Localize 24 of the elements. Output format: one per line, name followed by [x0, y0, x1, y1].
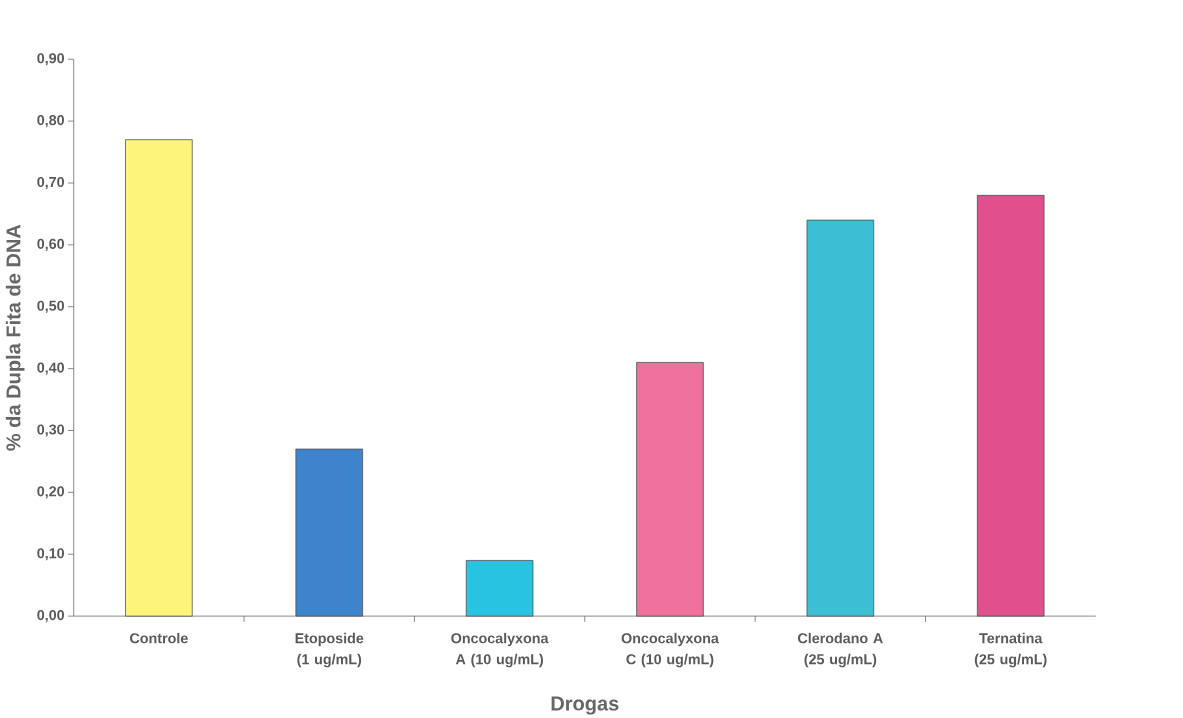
y-tick-label: 0,00: [37, 610, 64, 623]
bar: [295, 448, 363, 617]
x-tick-label: Oncocalyxona C (10 ug/mL): [621, 632, 719, 668]
y-tick-label: 0,30: [37, 424, 64, 437]
bar: [636, 362, 704, 617]
y-tick-label: 0,50: [37, 300, 64, 313]
y-tick-label: 0,60: [37, 238, 64, 252]
y-tick-label: 0,90: [37, 53, 64, 66]
x-tick-label: Oncocalyxona A (10 ug/mL): [451, 632, 549, 668]
x-tick-label: Clerodano A (25 ug/mL): [798, 632, 883, 668]
y-tick-label: 0,20: [37, 486, 64, 499]
bar: [976, 195, 1045, 617]
y-tick-label: 0,80: [37, 115, 64, 128]
y-tick-label: 0,10: [37, 548, 64, 561]
y-tick-label: 0,40: [37, 362, 64, 375]
y-axis-title: % da Dupla Fita de DNA: [5, 224, 25, 451]
bar: [465, 560, 534, 617]
x-tick-label: Controle: [130, 632, 188, 644]
x-tick-label: Etoposide (1 ug/mL): [295, 632, 364, 668]
x-axis-title: Drogas: [551, 696, 619, 715]
x-tick-label: Ternatina (25 ug/mL): [974, 632, 1047, 668]
bar: [806, 219, 875, 617]
y-tick-label: 0,70: [37, 176, 64, 190]
bar: [125, 139, 193, 617]
